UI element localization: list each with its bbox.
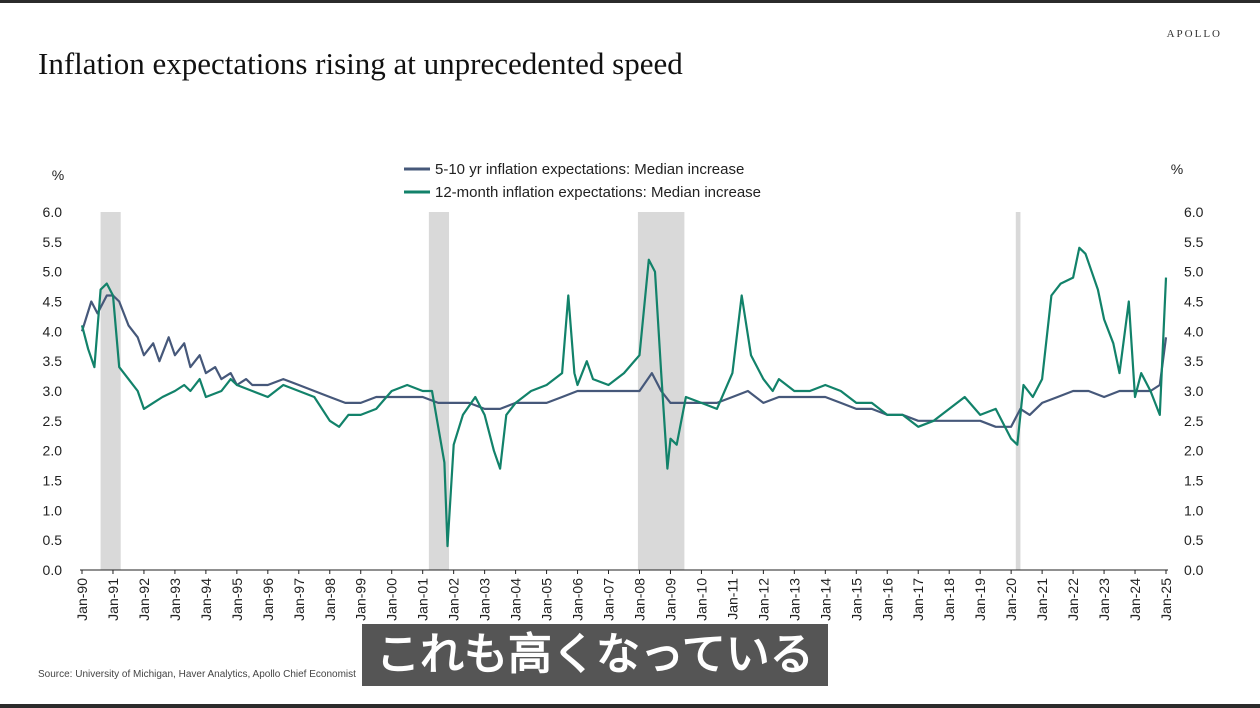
y-tick-left: 6.0 <box>43 204 63 220</box>
x-tick-label: Jan-92 <box>136 578 152 621</box>
y-tick-right: 1.5 <box>1184 473 1204 489</box>
x-tick-label: Jan-06 <box>570 578 586 621</box>
x-tick-label: Jan-19 <box>972 578 988 621</box>
x-tick-label: Jan-07 <box>601 578 617 621</box>
video-subtitle-overlay: これも高くなっている <box>362 624 828 686</box>
y-tick-left: 5.5 <box>43 234 63 250</box>
y-tick-left: 1.5 <box>43 473 63 489</box>
brand-logo-text: APOLLO <box>1166 28 1222 40</box>
x-tick-label: Jan-13 <box>786 578 802 621</box>
top-edge-bar <box>0 0 1260 3</box>
x-tick-label: Jan-17 <box>910 578 926 621</box>
x-tick-label: Jan-01 <box>415 578 431 621</box>
x-tick-label: Jan-14 <box>817 578 833 621</box>
series-line-long-term <box>80 294 1168 428</box>
y-tick-right: 0.0 <box>1184 562 1204 578</box>
x-tick-label: Jan-91 <box>105 578 121 621</box>
y-tick-right: 4.0 <box>1184 323 1204 339</box>
y-tick-left: 0.5 <box>43 532 63 548</box>
x-tick-label: Jan-94 <box>198 578 214 621</box>
y-tick-right: 3.5 <box>1184 353 1204 369</box>
legend-label-short-term: 12-month inflation expectations: Median … <box>435 184 761 201</box>
y-tick-right: 3.0 <box>1184 383 1204 399</box>
x-tick-label: Jan-24 <box>1127 578 1143 621</box>
x-tick-label: Jan-08 <box>631 578 647 621</box>
legend-label-long-term: 5-10 yr inflation expectations: Median i… <box>435 161 744 178</box>
x-tick-label: Jan-99 <box>353 578 369 621</box>
y-tick-right: 5.5 <box>1184 234 1204 250</box>
y-tick-left: 0.0 <box>43 562 63 578</box>
bottom-edge-bar <box>0 704 1260 708</box>
x-tick-label: Jan-02 <box>446 578 462 621</box>
recession-band-0 <box>100 212 121 570</box>
y-tick-right: 5.0 <box>1184 264 1204 280</box>
source-note: Source: University of Michigan, Haver An… <box>38 669 356 680</box>
y-tick-left: 4.5 <box>43 294 63 310</box>
legend: 5-10 yr inflation expectations: Median i… <box>404 161 761 201</box>
y-ticks-left: 0.0 0.5 1.0 1.5 2.0 2.5 3.0 3.5 4.0 4.5 5.0 5.5 6.0 <box>43 204 63 578</box>
x-tick-label: Jan-96 <box>260 578 276 621</box>
x-tick-label: Jan-97 <box>291 578 307 621</box>
x-tick-label: Jan-21 <box>1034 578 1050 621</box>
y-axis-unit-left: % <box>52 167 64 183</box>
x-tick-label: Jan-03 <box>477 578 493 621</box>
y-tick-left: 3.5 <box>43 353 63 369</box>
y-tick-right: 1.0 <box>1184 502 1204 518</box>
x-tick-label: Jan-98 <box>322 578 338 621</box>
x-tick-label: Jan-18 <box>941 578 957 621</box>
y-tick-right: 2.0 <box>1184 443 1204 459</box>
y-ticks-right: 0.0 0.5 1.0 1.5 2.0 2.5 3.0 3.5 4.0 4.5 5.0 5.5 6.0 <box>1184 204 1204 578</box>
x-tick-label: Jan-04 <box>508 578 524 621</box>
y-tick-left: 1.0 <box>43 502 63 518</box>
x-tick-label: Jan-11 <box>724 578 740 620</box>
x-tick-label: Jan-25 <box>1158 578 1174 621</box>
x-tick-label: Jan-90 <box>74 578 90 621</box>
series-layer <box>80 246 1168 548</box>
x-tick-label: Jan-95 <box>229 578 245 621</box>
x-tick-label: Jan-00 <box>384 578 400 621</box>
series-line-short-term <box>80 246 1168 548</box>
y-tick-right: 0.5 <box>1184 532 1204 548</box>
x-tick-label: Jan-23 <box>1096 578 1112 621</box>
x-tick-label: Jan-20 <box>1003 578 1019 621</box>
y-tick-right: 4.5 <box>1184 294 1204 310</box>
recession-band-3 <box>1015 212 1021 570</box>
x-tick-label: Jan-22 <box>1065 578 1081 621</box>
x-tick-label: Jan-09 <box>662 578 678 621</box>
x-tick-label: Jan-16 <box>879 578 895 621</box>
chart-title: Inflation expectations rising at unprece… <box>38 46 683 81</box>
x-ticks: Jan-90 Jan-91 Jan-92 Jan-93 Jan-94 Jan-95 Jan-… <box>74 570 1174 621</box>
x-tick-label: Jan-10 <box>693 578 709 621</box>
y-tick-left: 2.5 <box>43 413 63 429</box>
x-tick-label: Jan-15 <box>848 578 864 621</box>
x-tick-label: Jan-12 <box>755 578 771 621</box>
y-tick-right: 2.5 <box>1184 413 1204 429</box>
y-tick-left: 2.0 <box>43 443 63 459</box>
axis-layer: % % <box>52 161 1183 571</box>
y-axis-unit-right: % <box>1171 161 1183 177</box>
recession-shading-layer <box>100 212 1021 570</box>
y-tick-right: 6.0 <box>1184 204 1204 220</box>
y-tick-left: 5.0 <box>43 264 63 280</box>
y-tick-left: 4.0 <box>43 323 63 339</box>
x-tick-label: Jan-93 <box>167 578 183 621</box>
x-tick-label: Jan-05 <box>539 578 555 621</box>
y-tick-left: 3.0 <box>43 383 63 399</box>
